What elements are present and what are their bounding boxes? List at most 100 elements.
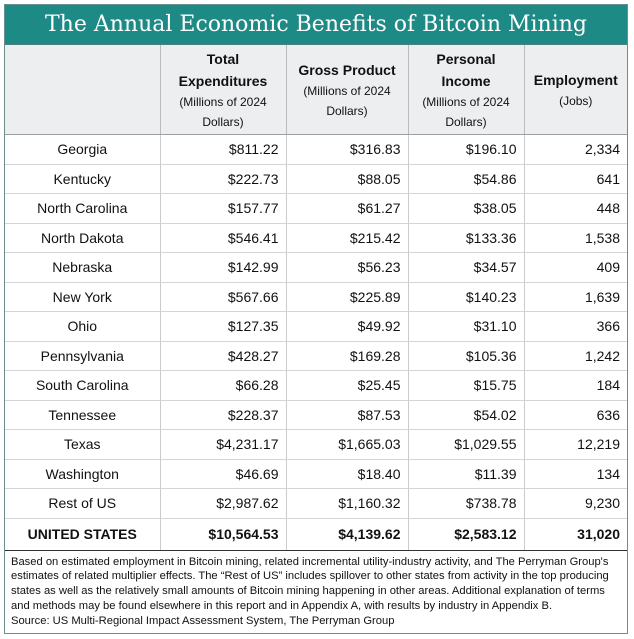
table-row: Washington $46.69 $18.40 $11.39 134: [5, 459, 627, 489]
expenditures-cell: $546.41: [160, 223, 287, 253]
state-cell: Texas: [5, 429, 161, 460]
table-row: New York $567.66 $225.89 $140.23 1,639: [5, 282, 627, 312]
header-row: Total Expenditures (Millions of 2024 Dol…: [5, 45, 627, 135]
table-row: Ohio $127.35 $49.92 $31.10 366: [5, 311, 627, 342]
table-row: Kentucky $222.73 $88.05 $54.86 641: [5, 164, 627, 194]
state-cell: Kentucky: [5, 164, 161, 194]
header-sub: (Millions of 2024 Dollars): [303, 83, 391, 118]
table-row: Texas $4,231.17 $1,665.03 $1,029.55 12,219: [5, 429, 627, 460]
employment-cell: 1,639: [524, 282, 627, 312]
expenditures-cell: $66.28: [160, 370, 287, 401]
personal-income-cell: $54.02: [408, 400, 525, 430]
state-cell: Rest of US: [5, 488, 161, 519]
table-body: Georgia $811.22 $316.83 $196.10 2,334 Kentuck…: [5, 134, 627, 551]
expenditures-cell: $127.35: [160, 311, 287, 342]
table-row: Tennessee $228.37 $87.53 $54.02 636: [5, 400, 627, 430]
employment-cell: 12,219: [524, 429, 627, 460]
gross-product-cell: $49.92: [286, 311, 409, 342]
state-cell: Pennsylvania: [5, 341, 161, 371]
header-main: Employment: [533, 71, 618, 88]
employment-cell: 1,538: [524, 223, 627, 253]
table-row: North Carolina $157.77 $61.27 $38.05 448: [5, 193, 627, 224]
gross-product-cell: $169.28: [286, 341, 409, 371]
expenditures-cell: $142.99: [160, 252, 287, 283]
employment-cell: 9,230: [524, 488, 627, 519]
personal-income-cell: $34.57: [408, 252, 525, 283]
expenditures-cell: $567.66: [160, 282, 287, 312]
gross-product-cell: $61.27: [286, 193, 409, 224]
employment-cell: 134: [524, 459, 627, 489]
table-figure: The Annual Economic Benefits of Bitcoin …: [4, 4, 628, 634]
state-cell: Nebraska: [5, 252, 161, 283]
gross-product-cell: $225.89: [286, 282, 409, 312]
economic-benefits-table: Total Expenditures (Millions of 2024 Dol…: [5, 45, 627, 551]
table-row: Pennsylvania $428.27 $169.28 $105.36 1,242: [5, 341, 627, 371]
personal-income-cell: $1,029.55: [408, 429, 525, 460]
table-title: The Annual Economic Benefits of Bitcoin …: [5, 5, 627, 45]
table-row: Nebraska $142.99 $56.23 $34.57 409: [5, 252, 627, 283]
gross-product-cell: $56.23: [286, 252, 409, 283]
personal-income-cell: $196.10: [408, 134, 525, 165]
expenditures-cell: $428.27: [160, 341, 287, 371]
personal-income-cell: $105.36: [408, 341, 525, 371]
header-state: [5, 45, 161, 135]
employment-cell: 636: [524, 400, 627, 430]
gross-product-cell: $18.40: [286, 459, 409, 489]
table-row: Rest of US $2,987.62 $1,160.32 $738.78 9,230: [5, 488, 627, 519]
footnote: Based on estimated employment in Bitcoin…: [5, 551, 627, 629]
header-sub: (Jobs): [559, 93, 593, 108]
expenditures-cell: $222.73: [160, 164, 287, 194]
total-personal-income: $2,583.12: [408, 517, 525, 551]
header-personal-income: Personal Income (Millions of 2024 Dollar…: [408, 45, 525, 135]
expenditures-cell: $2,987.62: [160, 488, 287, 519]
header-main: Personal Income: [436, 50, 496, 89]
personal-income-cell: $738.78: [408, 488, 525, 519]
employment-cell: 641: [524, 164, 627, 194]
total-employment: 31,020: [524, 517, 627, 551]
expenditures-cell: $46.69: [160, 459, 287, 489]
gross-product-cell: $316.83: [286, 134, 409, 165]
total-expenditures: $10,564.53: [160, 517, 287, 551]
employment-cell: 366: [524, 311, 627, 342]
state-cell: Washington: [5, 459, 161, 489]
expenditures-cell: $4,231.17: [160, 429, 287, 460]
total-gross-product: $4,139.62: [286, 517, 409, 551]
personal-income-cell: $38.05: [408, 193, 525, 224]
employment-cell: 409: [524, 252, 627, 283]
personal-income-cell: $11.39: [408, 459, 525, 489]
state-cell: Tennessee: [5, 400, 161, 430]
header-main: Total Expenditures: [178, 50, 268, 89]
expenditures-cell: $228.37: [160, 400, 287, 430]
gross-product-cell: $25.45: [286, 370, 409, 401]
expenditures-cell: $157.77: [160, 193, 287, 224]
header-sub: (Millions of 2024 Dollars): [179, 94, 267, 129]
header-employment: Employment (Jobs): [524, 45, 627, 135]
expenditures-cell: $811.22: [160, 134, 287, 165]
personal-income-cell: $31.10: [408, 311, 525, 342]
state-cell: South Carolina: [5, 370, 161, 401]
personal-income-cell: $15.75: [408, 370, 525, 401]
gross-product-cell: $215.42: [286, 223, 409, 253]
table-row: North Dakota $546.41 $215.42 $133.36 1,538: [5, 223, 627, 253]
employment-cell: 1,242: [524, 341, 627, 371]
table-row: Georgia $811.22 $316.83 $196.10 2,334: [5, 134, 627, 165]
employment-cell: 448: [524, 193, 627, 224]
personal-income-cell: $133.36: [408, 223, 525, 253]
gross-product-cell: $1,160.32: [286, 488, 409, 519]
state-cell: North Carolina: [5, 193, 161, 224]
total-row: UNITED STATES $10,564.53 $4,139.62 $2,58…: [5, 517, 627, 551]
header-main: Gross Product: [298, 61, 396, 78]
footnote-text: Based on estimated employment in Bitcoin…: [11, 555, 609, 612]
employment-cell: 2,334: [524, 134, 627, 165]
state-cell: North Dakota: [5, 223, 161, 253]
state-cell: Ohio: [5, 311, 161, 342]
gross-product-cell: $88.05: [286, 164, 409, 194]
state-cell: Georgia: [5, 134, 161, 165]
table-row: South Carolina $66.28 $25.45 $15.75 184: [5, 370, 627, 401]
header-total-expenditures: Total Expenditures (Millions of 2024 Dol…: [160, 45, 287, 135]
source-line: Source: US Multi-Regional Impact Assessm…: [11, 614, 395, 627]
personal-income-cell: $54.86: [408, 164, 525, 194]
gross-product-cell: $87.53: [286, 400, 409, 430]
state-cell: New York: [5, 282, 161, 312]
gross-product-cell: $1,665.03: [286, 429, 409, 460]
